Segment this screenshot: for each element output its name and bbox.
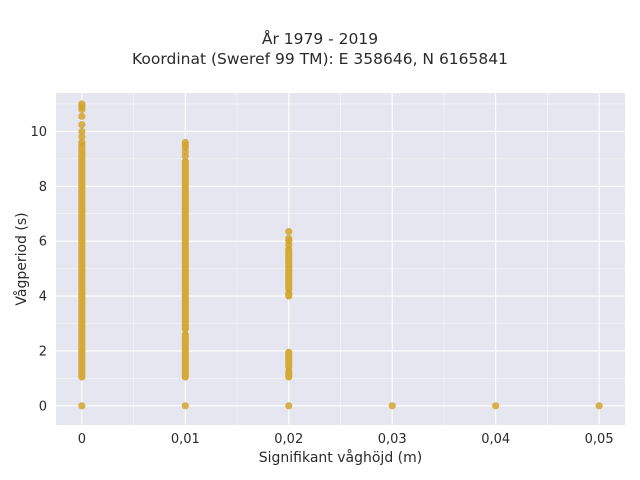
y-tick-label: 6 <box>39 235 47 250</box>
x-tick-label: 0,02 <box>274 432 303 447</box>
data-point <box>285 402 293 410</box>
x-tick-label: 0,04 <box>481 432 510 447</box>
data-point-cluster <box>285 348 293 371</box>
y-tick-label: 0 <box>39 399 47 414</box>
data-point-cluster <box>181 158 189 333</box>
data-point-cluster <box>285 367 293 381</box>
data-point <box>285 234 293 243</box>
data-point <box>181 402 189 410</box>
tick-labels: 0 2 4 6 8 10 0 0,01 0,02 0,03 0,04 0,05 <box>30 125 613 447</box>
data-point-cluster <box>285 289 293 300</box>
data-point <box>388 402 396 410</box>
data-point <box>492 402 500 410</box>
data-point-cluster <box>285 245 293 293</box>
x-tick-label: 0,01 <box>171 432 200 447</box>
data-points <box>78 100 603 410</box>
data-point <box>78 120 86 129</box>
data-point <box>78 138 86 146</box>
data-point <box>78 112 86 120</box>
data-point <box>78 402 86 410</box>
y-tick-label: 8 <box>39 180 47 195</box>
y-tick-label: 4 <box>39 290 47 305</box>
x-axis-title: Signifikant våghöjd (m) <box>259 449 422 466</box>
y-tick-label: 10 <box>30 125 47 140</box>
x-tick-label: 0,05 <box>585 432 614 447</box>
data-point <box>78 133 86 141</box>
data-point-cluster <box>181 330 189 381</box>
data-point <box>285 227 293 236</box>
chart-title: År 1979 - 2019 <box>261 30 379 48</box>
data-point <box>181 138 189 146</box>
data-point-cluster <box>78 141 86 381</box>
x-tick-label: 0 <box>78 432 86 447</box>
x-tick-label: 0,03 <box>378 432 407 447</box>
data-point <box>78 100 86 108</box>
y-tick-label: 2 <box>39 344 47 359</box>
y-axis-title: Vågperiod (s) <box>13 212 30 305</box>
data-point <box>595 402 603 410</box>
data-point <box>78 127 86 136</box>
chart-subtitle: Koordinat (Sweref 99 TM): E 358646, N 61… <box>132 50 508 68</box>
